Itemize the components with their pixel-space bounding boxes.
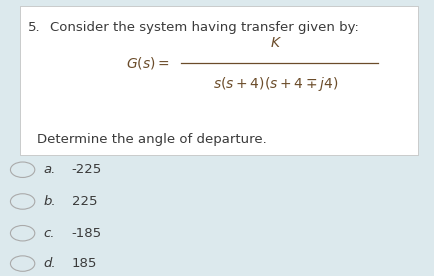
Text: b.: b. <box>43 195 56 208</box>
Text: c.: c. <box>43 227 55 240</box>
Text: $\mathit{G(s)}$$ =$: $\mathit{G(s)}$$ =$ <box>126 55 169 71</box>
Circle shape <box>10 256 35 271</box>
Text: Consider the system having transfer given by:: Consider the system having transfer give… <box>50 21 358 34</box>
Circle shape <box>10 225 35 241</box>
Text: $\mathit{K}$: $\mathit{K}$ <box>270 36 282 50</box>
Text: -225: -225 <box>72 163 102 176</box>
Text: 5.: 5. <box>28 21 41 34</box>
Text: -185: -185 <box>72 227 102 240</box>
Text: d.: d. <box>43 257 56 270</box>
Text: 185: 185 <box>72 257 97 270</box>
Text: a.: a. <box>43 163 56 176</box>
Text: 225: 225 <box>72 195 97 208</box>
Text: Determine the angle of departure.: Determine the angle of departure. <box>37 133 266 146</box>
Circle shape <box>10 162 35 177</box>
FancyBboxPatch shape <box>20 6 417 155</box>
Text: $\mathit{s(s+4)(s+4\mp j4)}$: $\mathit{s(s+4)(s+4\mp j4)}$ <box>213 75 338 93</box>
Circle shape <box>10 194 35 209</box>
